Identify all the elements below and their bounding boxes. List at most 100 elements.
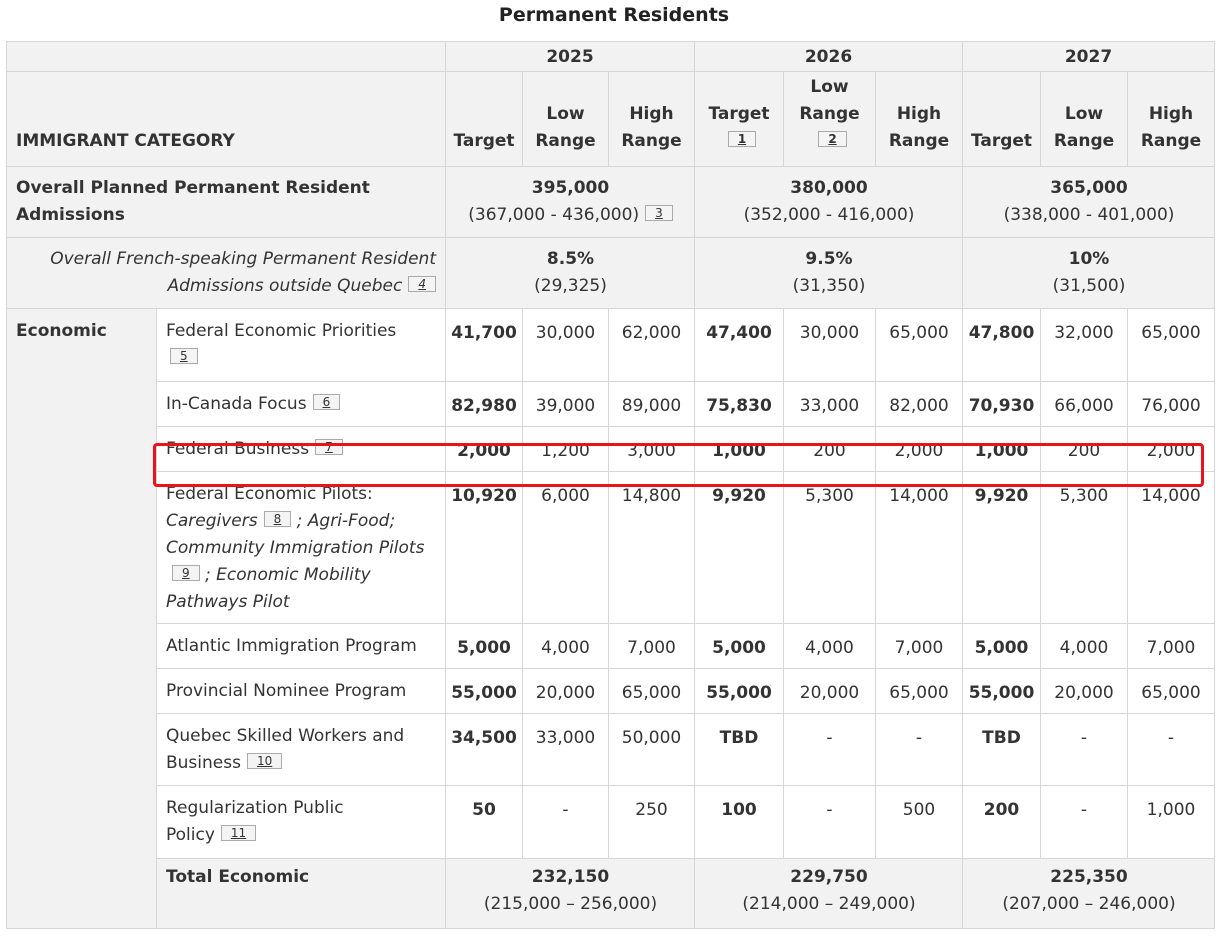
- overall-2027-cell: 365,000 (338,000 - 401,000): [962, 166, 1215, 238]
- footnote-link-1[interactable]: 1: [727, 131, 757, 147]
- footnote-link-11[interactable]: 11: [220, 825, 257, 841]
- program-name: Federal Business 7: [156, 426, 446, 472]
- high-2026-cell: 82,000: [875, 381, 963, 427]
- low-2026-cell: -: [783, 713, 876, 786]
- target-2026-cell: TBD: [694, 713, 784, 786]
- low-2026-cell: 33,000: [783, 381, 876, 427]
- target-2026-cell: 1,000: [694, 426, 784, 472]
- footnote-link-7[interactable]: 7: [315, 439, 343, 455]
- table-row: In-Canada Focus 6 82,980 39,000 89,000 75…: [7, 381, 1215, 427]
- low-2027-cell: 4,000: [1040, 623, 1128, 669]
- french-2026-cell: 9.5% (31,350): [694, 237, 963, 309]
- low-2025-cell: 20,000: [522, 668, 609, 714]
- table-row: Quebec Skilled Workers and Business 10 34…: [7, 713, 1215, 786]
- target-2027-cell: 9,920: [962, 471, 1041, 624]
- french-2026-value: 9.5%: [805, 249, 853, 269]
- program-name: Federal Economic Pilots: Caregivers 8 ; A…: [156, 471, 446, 624]
- low-2025-cell: 30,000: [522, 308, 609, 382]
- low-2025-cell: 6,000: [522, 471, 609, 624]
- high-2027-cell: 2,000: [1127, 426, 1215, 472]
- low-range-2027-header: Low Range: [1040, 71, 1128, 167]
- year-header-row: 2025 2026 2027: [6, 41, 1215, 72]
- total-2025-value: 232,150: [531, 867, 610, 887]
- high-2025-cell: 3,000: [608, 426, 695, 472]
- low-2026-cell: 20,000: [783, 668, 876, 714]
- footnote-link-2[interactable]: 2: [818, 131, 847, 147]
- high-2025-cell: 65,000: [608, 668, 695, 714]
- low-2025-cell: 33,000: [522, 713, 609, 786]
- low-2026-cell: 5,300: [783, 471, 876, 624]
- table-row: Regularization Public Policy 11 50 - 250 …: [7, 785, 1215, 859]
- low-2025-cell: -: [522, 785, 609, 859]
- immigrant-category-header: IMMIGRANT CATEGORY: [6, 71, 446, 167]
- footnote-link-9[interactable]: 9: [172, 565, 200, 581]
- agri-community-text: ; Agri-Food; Community Immigration Pilot…: [166, 511, 425, 558]
- program-name: Regularization Public Policy 11: [156, 785, 446, 859]
- low-2027-cell: -: [1040, 713, 1128, 786]
- footnote-link-10[interactable]: 10: [246, 753, 283, 769]
- target-2026-cell: 47,400: [694, 308, 784, 382]
- french-speaking-row: Overall French-speaking Permanent Reside…: [6, 237, 1215, 309]
- total-2026-value: 229,750: [790, 867, 868, 887]
- high-2027-cell: 65,000: [1127, 308, 1215, 382]
- total-2027-range: (207,000 – 246,000): [1002, 894, 1176, 914]
- high-2025-cell: 89,000: [608, 381, 695, 427]
- target-2027-cell: 5,000: [962, 623, 1041, 669]
- target-2027-cell: 1,000: [962, 426, 1041, 472]
- low-2027-cell: 20,000: [1040, 668, 1128, 714]
- high-2025-cell: 50,000: [608, 713, 695, 786]
- target-2026-cell: 5,000: [694, 623, 784, 669]
- target-2027-header: Target: [962, 71, 1041, 167]
- total-2026-range: (214,000 – 249,000): [742, 894, 916, 914]
- program-name: In-Canada Focus 6: [156, 381, 446, 427]
- overall-admissions-row: Overall Planned Permanent Resident Admis…: [6, 166, 1215, 238]
- program-label: Federal Economic Priorities: [166, 321, 397, 341]
- high-range-2026-header: High Range: [875, 71, 963, 167]
- footnote-link-3[interactable]: 3: [645, 205, 673, 221]
- low-2026-cell: 4,000: [783, 623, 876, 669]
- high-2025-cell: 250: [608, 785, 695, 859]
- overall-2027-value: 365,000: [1050, 178, 1128, 198]
- program-label: Quebec Skilled Workers and Business: [166, 726, 405, 773]
- footnote-link-4[interactable]: 4: [408, 276, 436, 292]
- total-2025-range: (215,000 – 256,000): [483, 894, 658, 914]
- target-2025-cell: 10,920: [445, 471, 523, 624]
- french-2025-cell: 8.5% (29,325): [445, 237, 695, 309]
- footnote-link-5[interactable]: 5: [170, 348, 198, 364]
- program-label: Regularization Public Policy: [166, 798, 344, 845]
- high-2027-cell: 1,000: [1127, 785, 1215, 859]
- target-2026-cell: 100: [694, 785, 784, 859]
- program-label: Federal Business: [166, 439, 310, 459]
- table-row: Federal Business 7 2,000 1,200 3,000 1,00…: [7, 426, 1215, 472]
- program-name: Provincial Nominee Program: [156, 668, 446, 714]
- high-2026-cell: 2,000: [875, 426, 963, 472]
- year-2027-header: 2027: [962, 41, 1215, 72]
- footnote-link-8[interactable]: 8: [263, 511, 292, 527]
- french-2027-value: 10%: [1068, 249, 1110, 269]
- high-range-2025-header: High Range: [608, 71, 695, 167]
- total-economic-label-text: Total Economic: [166, 867, 310, 887]
- low-2025-cell: 1,200: [522, 426, 609, 472]
- high-range-2027-header: High Range: [1127, 71, 1215, 167]
- program-label: Atlantic Immigration Program: [166, 636, 417, 656]
- economic-category-label: Economic: [6, 308, 157, 929]
- high-2027-cell: 14,000: [1127, 471, 1215, 624]
- total-2026-cell: 229,750 (214,000 – 249,000): [694, 858, 963, 929]
- target-2027-cell: 47,800: [962, 308, 1041, 382]
- low-range-2026-label: Low Range: [799, 77, 860, 124]
- target-2026-header: Target 1: [694, 71, 784, 167]
- overall-2027-range: (338,000 - 401,000): [1003, 205, 1175, 225]
- low-2027-cell: 66,000: [1040, 381, 1128, 427]
- high-2026-cell: 7,000: [875, 623, 963, 669]
- low-range-2025-header: Low Range: [522, 71, 609, 167]
- footnote-link-6[interactable]: 6: [312, 394, 341, 410]
- low-2026-cell: -: [783, 785, 876, 859]
- target-2026-cell: 9,920: [694, 471, 784, 624]
- high-2027-cell: -: [1127, 713, 1215, 786]
- table-row: Federal Economic Pilots: Caregivers 8 ; A…: [7, 471, 1215, 624]
- french-label-line1: Overall French-speaking Permanent Reside…: [50, 249, 436, 269]
- french-2027-range: (31,500): [1052, 276, 1126, 296]
- target-2026-cell: 75,830: [694, 381, 784, 427]
- overall-2025-value: 395,000: [531, 178, 610, 198]
- high-2025-cell: 14,800: [608, 471, 695, 624]
